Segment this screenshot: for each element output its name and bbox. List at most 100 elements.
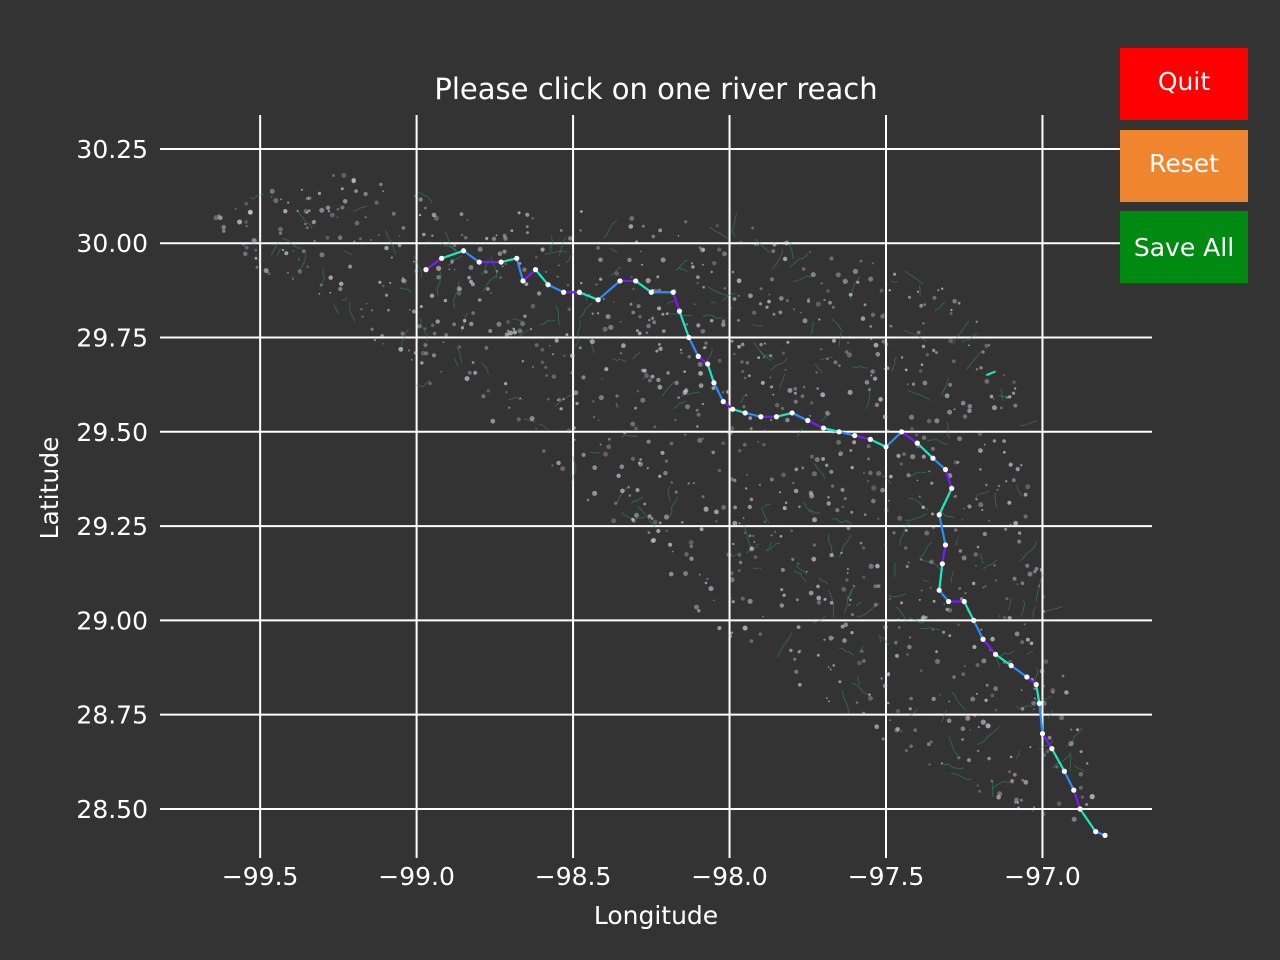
reach-point[interactable] bbox=[957, 301, 961, 305]
tributary-reach[interactable] bbox=[550, 235, 554, 252]
reach-point[interactable] bbox=[975, 498, 978, 501]
main-river-segment[interactable] bbox=[938, 562, 944, 592]
reach-point[interactable] bbox=[694, 604, 699, 610]
reach-point[interactable] bbox=[1003, 374, 1005, 376]
reach-point[interactable] bbox=[269, 188, 275, 194]
reach-point[interactable] bbox=[948, 382, 953, 387]
reach-point[interactable] bbox=[317, 191, 322, 195]
reach-point[interactable] bbox=[878, 397, 883, 402]
reach-point[interactable] bbox=[258, 259, 261, 262]
reach-point[interactable] bbox=[746, 473, 749, 476]
reach-point[interactable] bbox=[559, 407, 563, 411]
tributary-reach[interactable] bbox=[888, 593, 906, 598]
reach-point[interactable] bbox=[560, 466, 566, 472]
reach-point[interactable] bbox=[292, 250, 295, 252]
reach-point[interactable] bbox=[911, 382, 916, 386]
reach-point[interactable] bbox=[1076, 728, 1079, 732]
reach-point[interactable] bbox=[636, 329, 639, 332]
reach-point[interactable] bbox=[792, 482, 795, 484]
reach-point[interactable] bbox=[658, 343, 661, 346]
tributary-reach[interactable] bbox=[920, 627, 941, 631]
reach-point[interactable] bbox=[887, 499, 890, 502]
reach-point[interactable] bbox=[370, 309, 374, 312]
reach-point[interactable] bbox=[621, 343, 626, 349]
reach-point[interactable] bbox=[351, 178, 357, 184]
reach-point[interactable] bbox=[871, 485, 877, 491]
reach-point[interactable] bbox=[738, 560, 743, 565]
reach-point[interactable] bbox=[481, 394, 486, 399]
reach-point[interactable] bbox=[823, 597, 827, 601]
reach-point[interactable] bbox=[762, 443, 766, 447]
tributary-reach[interactable] bbox=[796, 428, 803, 438]
reach-point[interactable] bbox=[1061, 674, 1065, 678]
reach-point[interactable] bbox=[948, 338, 954, 344]
main-river-segment[interactable] bbox=[994, 653, 1013, 667]
reach-point[interactable] bbox=[414, 194, 418, 198]
reach-point[interactable] bbox=[990, 779, 994, 783]
reach-point[interactable] bbox=[597, 312, 600, 315]
reach-point[interactable] bbox=[1056, 801, 1062, 806]
reach-point[interactable] bbox=[701, 495, 705, 499]
reach-point[interactable] bbox=[602, 326, 608, 332]
reach-point[interactable] bbox=[237, 219, 243, 225]
tributary-reach[interactable] bbox=[398, 287, 412, 294]
reach-point[interactable] bbox=[683, 571, 688, 576]
reach-point[interactable] bbox=[935, 351, 938, 354]
reach-point[interactable] bbox=[728, 634, 733, 638]
reach-point[interactable] bbox=[932, 295, 937, 300]
reach-point[interactable] bbox=[975, 368, 979, 371]
reach-point[interactable] bbox=[1027, 571, 1033, 577]
reach-point[interactable] bbox=[820, 392, 826, 398]
main-river-segment[interactable] bbox=[634, 279, 653, 294]
tributary-reach[interactable] bbox=[1047, 709, 1054, 719]
reach-point[interactable] bbox=[904, 368, 908, 372]
tributary-reach[interactable] bbox=[922, 579, 930, 583]
reach-point[interactable] bbox=[627, 486, 630, 489]
reach-point[interactable] bbox=[519, 397, 522, 400]
reach-point[interactable] bbox=[1023, 623, 1026, 626]
reach-point[interactable] bbox=[758, 483, 762, 486]
main-river-node[interactable] bbox=[423, 267, 429, 273]
reach-point[interactable] bbox=[880, 487, 885, 493]
reach-point[interactable] bbox=[952, 299, 957, 304]
reach-point[interactable] bbox=[861, 659, 866, 663]
reach-point[interactable] bbox=[683, 370, 687, 373]
reach-point[interactable] bbox=[785, 299, 790, 303]
tributary-reach[interactable] bbox=[632, 351, 641, 360]
tributary-reach[interactable] bbox=[667, 486, 671, 502]
reach-point[interactable] bbox=[278, 226, 283, 232]
reach-point[interactable] bbox=[864, 380, 870, 385]
tributary-reach[interactable] bbox=[610, 267, 622, 276]
reach-point[interactable] bbox=[338, 281, 344, 287]
reach-point[interactable] bbox=[614, 501, 618, 505]
main-river-node[interactable] bbox=[1071, 787, 1077, 793]
reach-point[interactable] bbox=[457, 291, 462, 296]
reach-point[interactable] bbox=[889, 474, 893, 479]
reach-point[interactable] bbox=[769, 376, 772, 379]
reach-point[interactable] bbox=[967, 404, 973, 409]
main-river-node[interactable] bbox=[686, 334, 692, 341]
main-river-node[interactable] bbox=[914, 440, 920, 446]
reach-point[interactable] bbox=[638, 461, 643, 467]
reach-point[interactable] bbox=[925, 353, 930, 357]
tributary-reach[interactable] bbox=[980, 553, 984, 564]
tributary-reach[interactable] bbox=[851, 365, 868, 369]
main-river-node[interactable] bbox=[992, 651, 999, 657]
reach-point[interactable] bbox=[510, 229, 514, 232]
reach-point[interactable] bbox=[1009, 523, 1013, 527]
reach-point[interactable] bbox=[980, 719, 986, 725]
reach-point[interactable] bbox=[934, 418, 940, 424]
reach-point[interactable] bbox=[512, 330, 518, 335]
reach-point[interactable] bbox=[1034, 697, 1036, 700]
reach-point[interactable] bbox=[1064, 690, 1069, 695]
reach-point[interactable] bbox=[810, 401, 814, 405]
main-river-segment[interactable] bbox=[678, 310, 690, 339]
reach-point[interactable] bbox=[893, 640, 898, 645]
reach-point[interactable] bbox=[849, 598, 852, 602]
reach-point[interactable] bbox=[398, 234, 401, 237]
reach-point[interactable] bbox=[909, 696, 913, 701]
reach-point[interactable] bbox=[669, 441, 674, 446]
tributary-reach[interactable] bbox=[770, 358, 788, 372]
reach-point[interactable] bbox=[915, 433, 918, 437]
reach-point[interactable] bbox=[985, 723, 991, 729]
